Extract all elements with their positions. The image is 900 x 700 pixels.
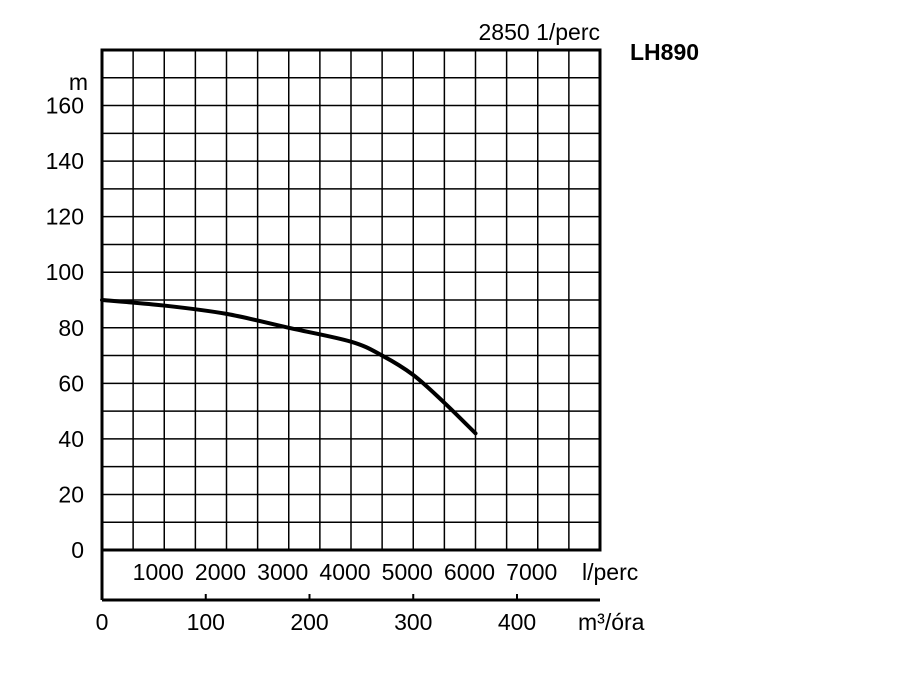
y-tick-label: 140 (46, 148, 84, 174)
y-tick-label: 40 (58, 426, 84, 452)
x-unit-label: l/perc (582, 559, 638, 585)
x-tick-label: 6000 (444, 559, 495, 585)
x-tick-label: 1000 (133, 559, 184, 585)
y-tick-label: 60 (58, 370, 84, 396)
x-tick-label: 5000 (382, 559, 433, 585)
secondary-x-tick-label: 100 (187, 609, 225, 635)
y-tick-labels: 0 20 40 60 80 100 120 140 160 (46, 93, 84, 563)
x-tick-label: 4000 (319, 559, 370, 585)
secondary-x-tick-label: 400 (498, 609, 536, 635)
y-tick-label: 0 (71, 537, 84, 563)
model-label: LH890 (630, 39, 699, 65)
y-unit-label: m (69, 69, 88, 95)
y-tick-label: 160 (46, 93, 84, 119)
secondary-x-unit-label: m³/óra (578, 609, 645, 635)
y-tick-label: 100 (46, 259, 84, 285)
head-curve-line (100, 298, 478, 436)
x-tick-label: 2000 (195, 559, 246, 585)
y-tick-label: 20 (58, 481, 84, 507)
x-tick-labels: 1000 2000 3000 4000 5000 6000 7000 (133, 559, 558, 585)
y-tick-label: 80 (58, 315, 84, 341)
x-tick-label: 3000 (257, 559, 308, 585)
secondary-x-tick-label: 0 (96, 609, 109, 635)
x-tick-label: 7000 (506, 559, 557, 585)
secondary-x-tick-label: 200 (290, 609, 328, 635)
grid (100, 50, 600, 600)
secondary-x-tick-label: 300 (394, 609, 432, 635)
speed-label: 2850 1/perc (479, 19, 600, 45)
secondary-x-tick-labels: 0 100 200 300 400 (96, 594, 536, 635)
y-tick-label: 120 (46, 204, 84, 230)
